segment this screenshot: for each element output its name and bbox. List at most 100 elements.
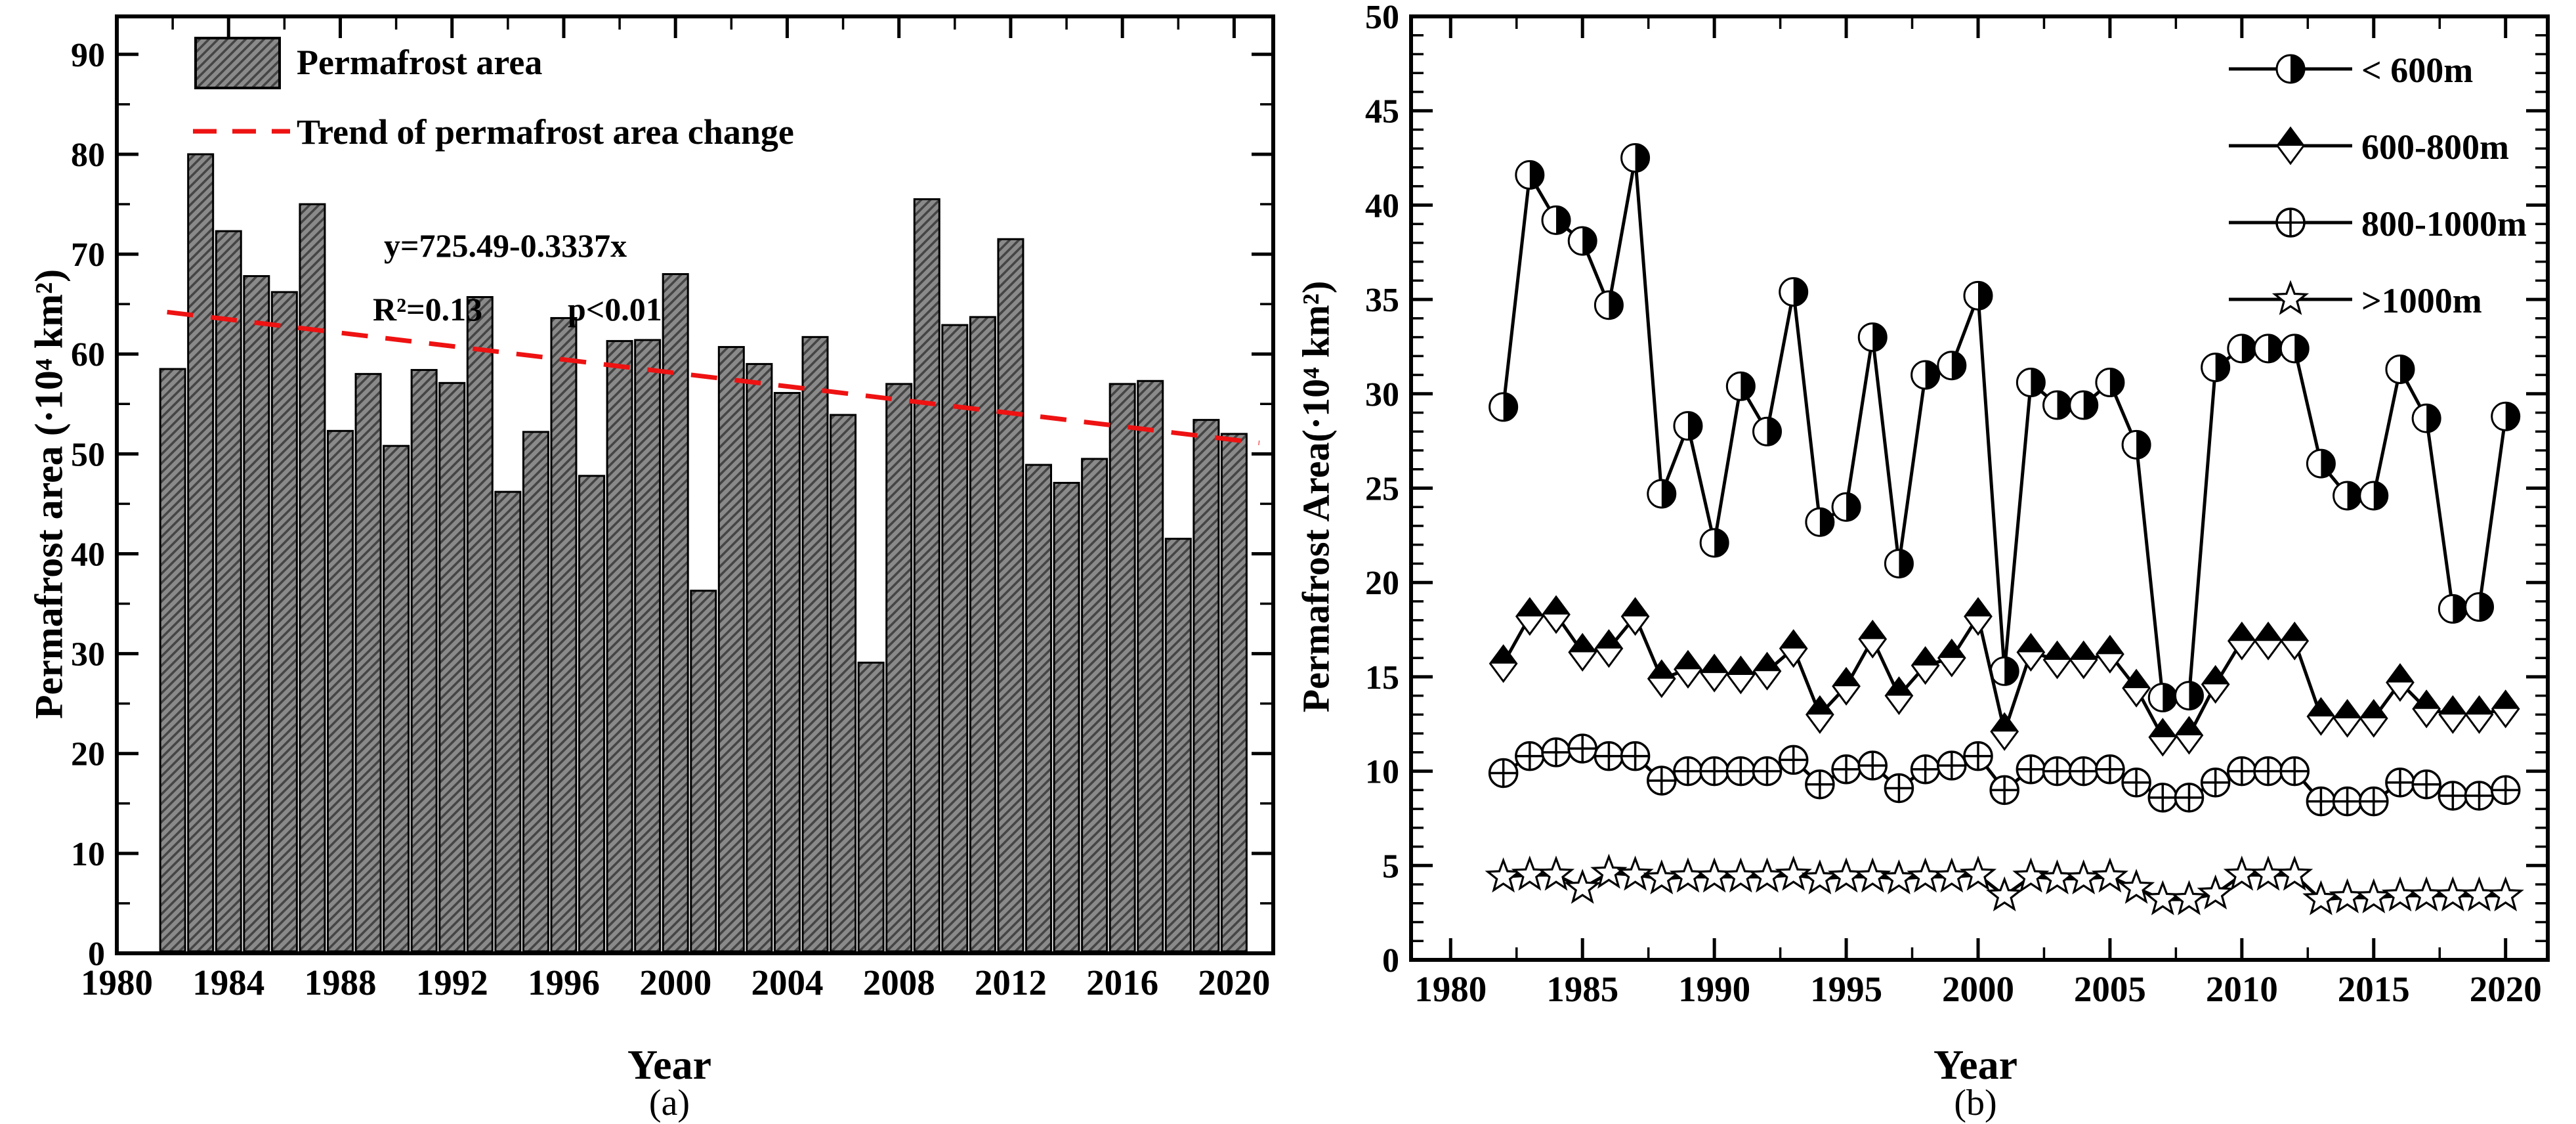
half-filled-circle-icon (1831, 492, 1861, 522)
half-filled-circle-icon (1673, 411, 1703, 441)
panel-a-y-tick-label: 40 (71, 536, 105, 573)
panel-b-y-tick-label: 15 (1365, 659, 1399, 697)
half-filled-diamond-icon (1515, 597, 1544, 636)
half-filled-circle-icon (1963, 280, 1993, 311)
regression-equation: y=725.49-0.3337x (384, 227, 627, 264)
circle-plus-icon (2200, 767, 2231, 798)
open-star-icon (2170, 880, 2208, 916)
bar-2010 (941, 324, 969, 953)
series-600-800m (1489, 595, 2520, 757)
bar-2014 (1053, 481, 1080, 953)
half-filled-circle-icon (1779, 277, 1809, 307)
panel-b-x-ticks (1448, 18, 2508, 958)
series-line (1502, 158, 2508, 700)
circle-plus-icon (1857, 750, 1888, 781)
half-filled-diamond-icon (2491, 689, 2520, 729)
open-star-icon (1537, 855, 1575, 891)
open-star-icon (2012, 857, 2050, 893)
panel-a-legend (193, 37, 290, 134)
bar-2011 (969, 316, 996, 953)
half-filled-diamond-icon (2386, 662, 2415, 702)
open-star-icon (2117, 869, 2155, 904)
half-filled-circle-icon (2042, 390, 2073, 420)
half-filled-diamond-icon (1964, 597, 1993, 636)
bar-2007 (857, 661, 885, 953)
half-filled-diamond-icon (2438, 695, 2468, 734)
panel-a-y-tick-label: 50 (71, 436, 105, 473)
open-star-icon (1986, 876, 2023, 912)
half-filled-diamond-icon (2122, 668, 2151, 708)
half-filled-circle-icon (2147, 683, 2178, 713)
panel-b-y-tick-label: 50 (1365, 0, 1399, 36)
panel-a-x-tick-label: 1992 (416, 962, 488, 1003)
open-star-icon (2197, 874, 2234, 910)
bar-2009 (913, 198, 940, 953)
half-filled-diamond-icon (2148, 718, 2178, 757)
bar-1995 (522, 431, 549, 953)
half-filled-diamond-icon (1884, 676, 1914, 716)
bar-2002 (717, 346, 745, 953)
panel-b-y-tick-label: 10 (1365, 754, 1399, 791)
half-filled-diamond-icon (2359, 699, 2388, 738)
bar-1984 (215, 230, 242, 953)
open-star-icon (2065, 859, 2102, 895)
panel-b-y-tick-label: 20 (1365, 565, 1399, 602)
open-star-icon (2460, 876, 2498, 912)
half-filled-diamond-icon (1594, 629, 1624, 668)
panel-a-x-tick-label: 1988 (304, 962, 376, 1003)
panel-b-x-tick-label: 1980 (1414, 969, 1487, 1009)
circle-plus-icon (1963, 741, 1993, 771)
open-star-icon (2381, 876, 2419, 912)
panel-a-y-tick-label: 90 (71, 37, 105, 74)
circle-plus-icon (2068, 756, 2099, 787)
half-filled-diamond-icon (1752, 651, 1782, 691)
half-filled-diamond-icon (2306, 697, 2336, 736)
panel-a-x-tick-label: 1984 (192, 962, 264, 1003)
legend-open-star-icon (2271, 280, 2310, 315)
half-filled-circle-icon (2359, 481, 2389, 511)
circle-plus-icon (2438, 781, 2468, 811)
half-filled-diamond-icon (1542, 595, 1571, 634)
bar-1983 (187, 153, 215, 953)
bar-2020 (1220, 433, 1248, 953)
panel-a-x-axis-title: Year (627, 1041, 711, 1088)
panel-b-y-tick-label: 0 (1382, 942, 1399, 980)
circle-plus-icon (2359, 786, 2389, 817)
half-filled-circle-icon (1884, 548, 1914, 578)
open-star-icon (1801, 859, 1839, 895)
bar-2016 (1109, 383, 1136, 953)
panel-b-x-tick-label: 2020 (2470, 969, 2542, 1009)
half-filled-diamond-icon (2412, 689, 2441, 729)
panel-b-y-tick-label: 5 (1382, 848, 1399, 885)
bar-2018 (1164, 538, 1192, 953)
panel-b-legend-label-600-800: 600-800m (2361, 127, 2509, 167)
half-filled-circle-icon (1937, 351, 1967, 381)
circle-plus-icon (2147, 783, 2178, 813)
half-filled-circle-icon (2279, 334, 2310, 364)
open-star-icon (1827, 857, 1865, 893)
half-filled-circle-icon (2411, 403, 2441, 433)
regression-r-squared: R²=0.13 (373, 291, 483, 328)
bar-1997 (578, 475, 606, 953)
open-star-icon (2276, 855, 2313, 891)
half-filled-circle-icon (1647, 479, 1677, 509)
panel-b-x-axis-title: Year (1933, 1041, 2017, 1088)
half-filled-circle-icon (2333, 481, 2363, 511)
legend-half-filled-diamond-icon (2276, 126, 2305, 165)
half-filled-circle-icon (2385, 354, 2415, 384)
half-filled-circle-icon (2121, 429, 2151, 460)
bar-1986 (270, 291, 298, 953)
bar-2001 (690, 590, 717, 953)
circle-plus-icon (1937, 750, 1967, 781)
half-filled-diamond-icon (1674, 649, 1702, 689)
bar-1988 (326, 429, 354, 953)
panel-b-y-tick-label: 40 (1365, 187, 1399, 225)
open-star-icon (1907, 857, 1944, 893)
panel-b-legend-label-gt1000: >1000m (2361, 281, 2482, 320)
panel-a-caption: (a) (648, 1083, 690, 1123)
panel-b-x-tick-label: 1985 (1546, 969, 1618, 1009)
half-filled-circle-icon (1567, 226, 1597, 256)
panel-a-x-tick-label: 2020 (1198, 962, 1270, 1003)
half-filled-diamond-icon (2096, 634, 2124, 674)
bar-1998 (606, 339, 633, 953)
